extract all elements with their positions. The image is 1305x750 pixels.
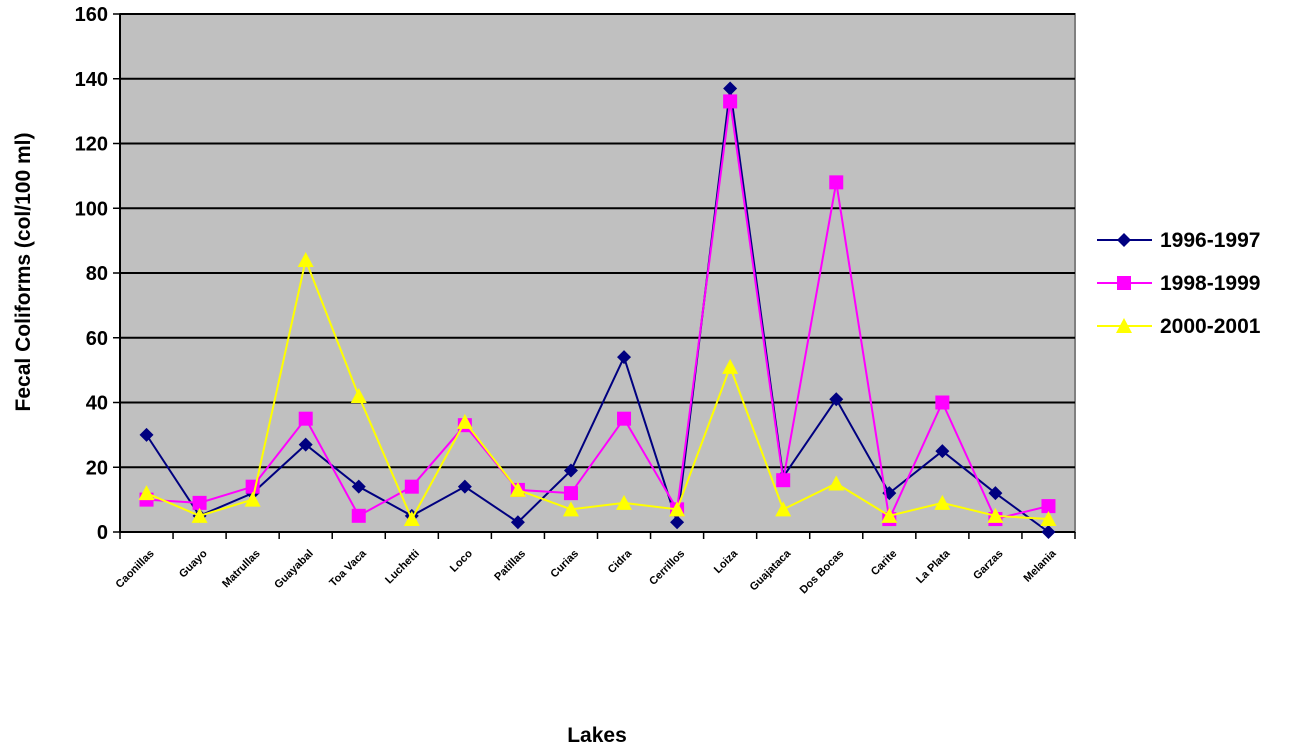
data-point	[1040, 511, 1057, 527]
x-tick-label: Cerrillos	[647, 548, 687, 588]
data-point	[563, 486, 578, 501]
x-tick-label: Luchetti	[383, 548, 422, 587]
x-tick-label: Caonillas	[114, 548, 157, 591]
data-point	[723, 81, 738, 96]
x-tick-label: Toa Vaca	[327, 547, 369, 589]
x-tick-label: Carite	[869, 548, 900, 579]
y-tick-label: 100	[75, 198, 108, 220]
data-point	[404, 479, 419, 494]
x-tick-label: Patillas	[492, 548, 528, 584]
data-point	[617, 411, 632, 426]
legend-label: 1998-1999	[1160, 272, 1260, 295]
legend-label: 1996-1997	[1160, 229, 1260, 252]
data-point	[669, 501, 686, 517]
legend: 1996-1997 1998-1999 2000-2001	[1097, 229, 1261, 338]
data-point	[616, 494, 633, 510]
data-point	[1041, 499, 1056, 514]
x-tick-label: Guayabal	[272, 548, 316, 592]
data-point	[775, 501, 792, 517]
x-tick-label: Guajataca	[748, 547, 794, 593]
data-point	[988, 486, 1003, 501]
y-tick-label: 20	[86, 457, 108, 479]
y-axis-title: Fecal Coliforms (col/100 ml)	[12, 133, 35, 412]
data-point	[776, 473, 791, 488]
data-point	[1041, 525, 1056, 539]
data-point	[935, 395, 950, 410]
y-tick-labels: 0 20 40 60 80 100 120 140 160	[75, 4, 108, 544]
legend-item: 2000-2001	[1097, 315, 1261, 338]
x-tick-label: Matrullas	[220, 548, 263, 591]
data-point	[828, 475, 845, 491]
data-point	[934, 494, 951, 510]
data-point	[192, 495, 207, 510]
x-tick-label: Melania	[1022, 547, 1060, 585]
data-point	[191, 507, 208, 523]
data-point	[829, 392, 844, 407]
data-point	[457, 479, 472, 494]
axes	[119, 14, 1076, 539]
x-tick-label: Loiza	[712, 547, 741, 576]
legend-item: 1998-1999	[1097, 272, 1260, 295]
data-point	[563, 463, 578, 478]
data-point	[881, 507, 898, 523]
y-tick-label: 160	[75, 4, 108, 26]
series-line	[145, 88, 1050, 533]
data-point	[829, 175, 844, 190]
data-point	[403, 511, 420, 527]
data-point	[297, 252, 314, 268]
series-line	[146, 101, 1049, 523]
legend-marker	[1117, 233, 1131, 247]
data-point	[722, 358, 739, 374]
x-tick-label: La Plata	[914, 547, 953, 586]
data-point	[617, 350, 632, 365]
legend-marker	[1117, 276, 1131, 290]
data-point	[935, 444, 950, 459]
data-point	[723, 94, 738, 109]
x-axis-title: Lakes	[567, 724, 627, 747]
data-point	[670, 515, 685, 530]
data-point	[562, 501, 579, 517]
data-point	[456, 413, 473, 429]
y-tick-label: 80	[86, 263, 108, 285]
x-tick-label: Loco	[448, 547, 475, 574]
x-tick-label: Guayo	[177, 547, 210, 580]
y-tick-label: 0	[97, 522, 108, 544]
x-tick-label: Cidra	[606, 547, 635, 576]
data-point	[298, 411, 313, 426]
legend-marker	[1116, 318, 1132, 333]
x-tick-labels: Caonillas Guayo Matrullas Guayabal Toa Vaca L…	[114, 547, 1060, 596]
data-point	[244, 491, 261, 507]
x-tick-label: Dos Bocas	[798, 548, 847, 597]
legend-label: 2000-2001	[1160, 315, 1261, 338]
y-tick-label: 60	[86, 328, 108, 350]
gridlines	[113, 13, 1075, 533]
y-tick-label: 120	[75, 134, 108, 156]
x-tick-label: Curias	[548, 548, 581, 581]
y-tick-label: 40	[86, 393, 108, 415]
series-line	[146, 256, 1049, 522]
data-point	[139, 427, 154, 442]
data-point	[987, 507, 1004, 523]
data-point	[509, 481, 526, 497]
data-point	[351, 479, 366, 494]
series-group	[138, 81, 1057, 539]
data-point	[298, 437, 313, 452]
y-tick-label: 140	[75, 69, 108, 91]
series-2000-2001	[138, 252, 1057, 527]
legend-item: 1996-1997	[1097, 229, 1260, 252]
data-point	[351, 508, 366, 523]
x-tick-label: Garzas	[971, 548, 1005, 582]
data-point	[138, 485, 155, 501]
data-point	[350, 388, 367, 404]
data-point	[510, 515, 525, 530]
